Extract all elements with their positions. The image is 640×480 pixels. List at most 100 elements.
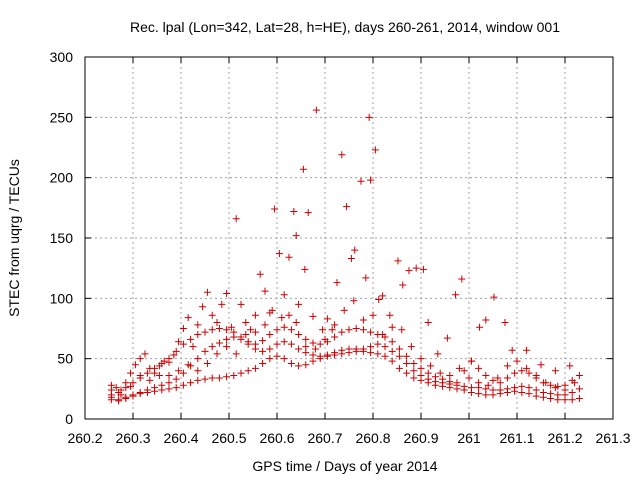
data-point <box>232 350 240 358</box>
data-point <box>419 265 427 273</box>
data-point <box>467 388 475 396</box>
data-point <box>403 369 411 377</box>
data-point <box>539 393 547 401</box>
data-point <box>251 364 259 372</box>
data-point <box>436 369 444 377</box>
data-point <box>532 372 540 380</box>
data-point <box>122 384 130 392</box>
data-point <box>575 385 583 393</box>
data-point <box>273 352 281 360</box>
data-point <box>434 350 442 358</box>
data-point <box>201 375 209 383</box>
data-point <box>223 290 231 298</box>
data-point <box>374 340 382 348</box>
data-point <box>266 355 274 363</box>
data-point <box>394 257 402 265</box>
data-point <box>251 311 259 319</box>
data-point <box>453 385 461 393</box>
data-point <box>280 338 288 346</box>
data-point <box>158 386 166 394</box>
data-point <box>194 321 202 329</box>
data-point <box>295 362 303 370</box>
data-point <box>476 323 484 331</box>
data-point <box>201 328 209 336</box>
data-point <box>165 379 173 387</box>
data-point <box>395 364 403 372</box>
data-point <box>381 352 389 360</box>
data-point <box>417 355 425 363</box>
data-point <box>290 207 298 215</box>
data-point <box>482 385 490 393</box>
data-point <box>367 176 375 184</box>
data-point <box>443 334 451 342</box>
y-axis-ticks: 0 50 100 150 200 250 300 <box>50 49 613 427</box>
data-point <box>146 376 154 384</box>
data-point <box>321 335 329 343</box>
data-point <box>175 338 183 346</box>
data-point <box>537 361 545 369</box>
x-axis-label: GPS time / Days of year 2014 <box>252 458 437 474</box>
data-point <box>309 339 317 347</box>
data-point <box>374 350 382 358</box>
data-point <box>170 351 178 359</box>
data-point <box>213 318 221 326</box>
data-point <box>309 357 317 365</box>
data-point <box>399 281 407 289</box>
y-tick-label: 150 <box>50 230 74 246</box>
data-point <box>439 382 447 390</box>
data-point <box>259 359 267 367</box>
data-point <box>561 386 569 394</box>
data-point <box>518 367 526 375</box>
data-point <box>508 346 516 354</box>
data-point <box>287 340 295 348</box>
data-point <box>547 394 555 402</box>
data-point <box>273 340 281 348</box>
data-point <box>365 113 373 121</box>
data-point <box>273 326 281 334</box>
data-point <box>292 232 300 240</box>
data-point <box>503 388 511 396</box>
data-point <box>359 326 367 334</box>
data-point <box>351 246 359 254</box>
data-point <box>259 337 267 345</box>
data-point <box>496 390 504 398</box>
data-point <box>136 355 144 363</box>
data-point <box>266 345 274 353</box>
data-point <box>566 362 574 370</box>
data-point <box>575 372 583 380</box>
data-point <box>295 331 303 339</box>
data-point <box>352 325 360 332</box>
data-point <box>251 345 259 353</box>
data-point <box>261 321 269 329</box>
data-point <box>403 352 411 360</box>
data-point <box>136 390 144 398</box>
data-point <box>312 106 320 114</box>
data-point <box>165 355 173 363</box>
data-point <box>367 328 375 336</box>
data-point <box>275 250 283 258</box>
data-point <box>371 146 379 154</box>
data-point <box>287 326 295 334</box>
x-tick-label: 260.3 <box>115 430 150 446</box>
x-tick-label: 260.8 <box>355 430 390 446</box>
data-point <box>369 311 377 319</box>
data-point <box>302 343 310 351</box>
x-tick-label: 260.7 <box>307 430 342 446</box>
data-point <box>525 390 533 398</box>
data-point <box>575 394 583 402</box>
y-tick-label: 200 <box>50 170 74 186</box>
data-point <box>554 396 562 404</box>
data-point <box>518 388 526 396</box>
data-point <box>295 300 303 308</box>
data-point <box>503 374 511 382</box>
data-point <box>331 351 339 359</box>
data-point <box>482 316 490 324</box>
x-tick-label: 260.2 <box>67 430 102 446</box>
data-point <box>331 333 339 341</box>
data-point <box>115 397 123 405</box>
data-point <box>386 311 394 319</box>
data-point <box>215 374 223 382</box>
data-point <box>194 367 202 375</box>
data-point <box>266 331 274 339</box>
